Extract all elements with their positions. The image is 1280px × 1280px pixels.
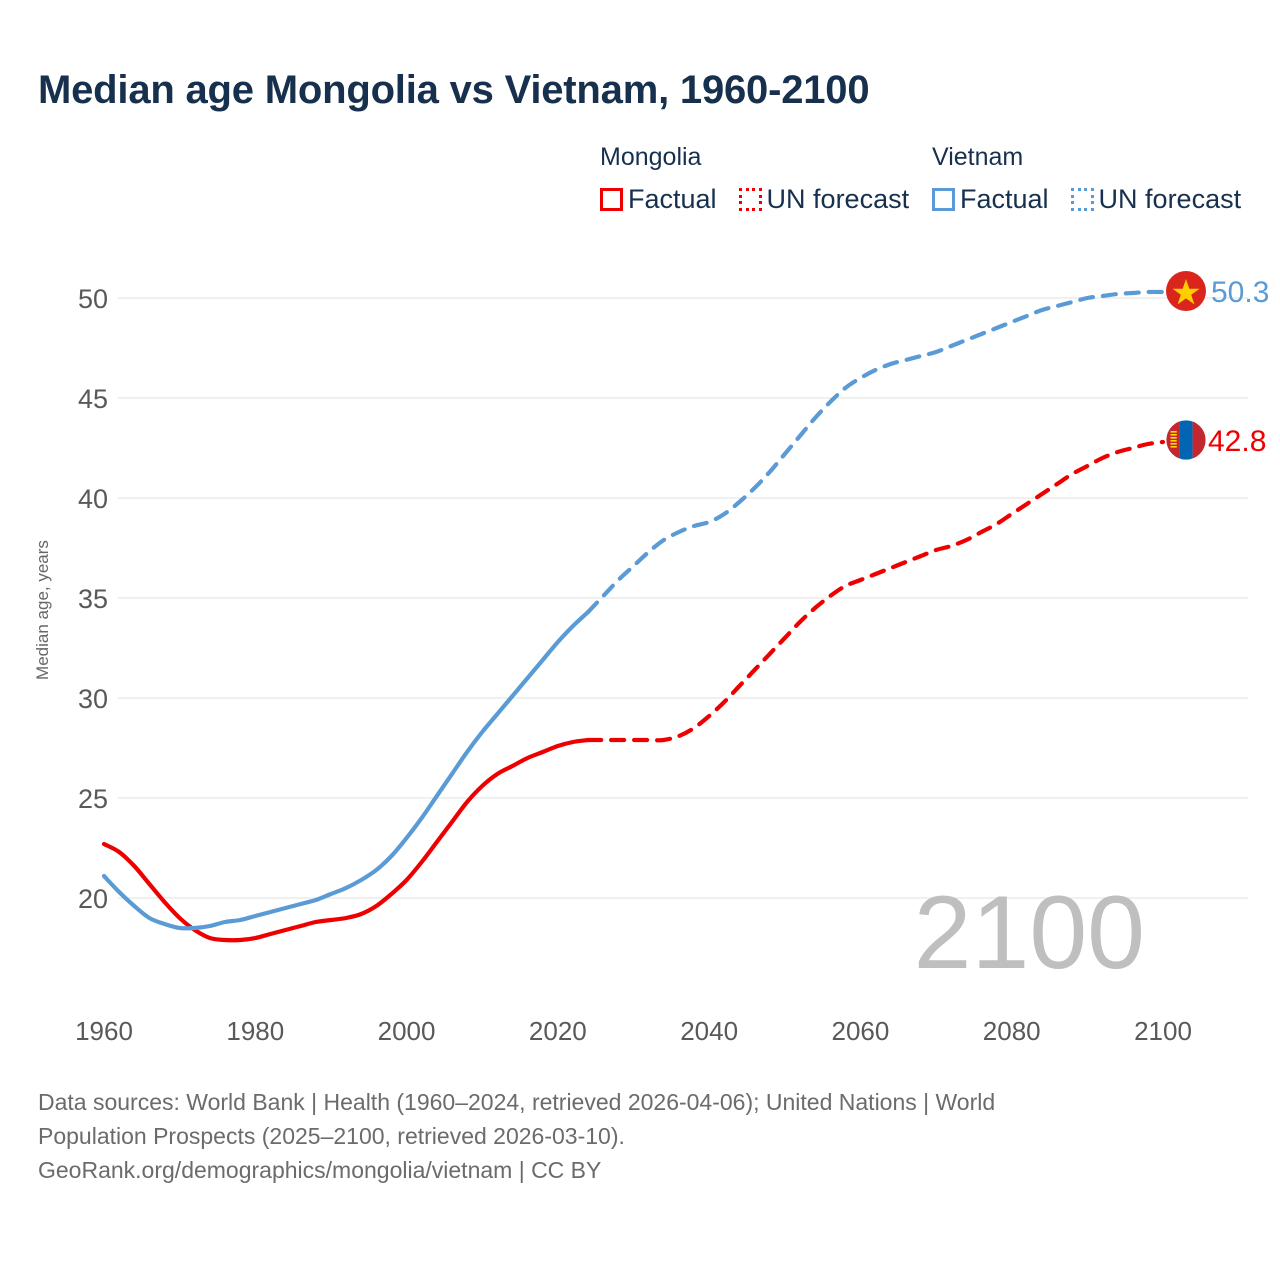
legend-country-mongolia: Mongolia	[600, 143, 702, 171]
y-axis-title: Median age, years	[33, 540, 52, 680]
year-watermark: 2100	[914, 875, 1145, 991]
y-tick-label: 40	[78, 484, 108, 514]
y-tick-label: 50	[78, 284, 108, 314]
legend-swatch-solid-icon	[600, 188, 623, 211]
footer-line-3: GeoRank.org/demographics/mongolia/vietna…	[38, 1157, 602, 1183]
x-tick-label: 2040	[680, 1016, 738, 1046]
x-tick-label: 2100	[1134, 1016, 1192, 1046]
legend-country-vietnam: Vietnam	[932, 143, 1024, 171]
x-tick-label: 2000	[378, 1016, 436, 1046]
y-tick-label: 35	[78, 584, 108, 614]
legend-item-mongolia-forecast[interactable]: UN forecast	[738, 184, 910, 215]
y-tick-label: 45	[78, 384, 108, 414]
legend-label-vietnam-forecast: UN forecast	[1098, 184, 1242, 214]
legend-group-vietnam: Vietnam Factual UN forecast	[932, 142, 1241, 215]
page-title: Median age Mongolia vs Vietnam, 1960-210…	[38, 68, 870, 112]
legend-group-mongolia: Mongolia Factual UN forecast	[600, 142, 909, 215]
series-lines	[101, 289, 1166, 943]
legend-item-vietnam-factual[interactable]: Factual	[932, 184, 1049, 215]
series-line-vietnam-factual	[101, 609, 591, 931]
gridlines	[118, 297, 1248, 899]
legend-swatch-dotted-icon	[1070, 188, 1094, 211]
chart-legend: Mongolia Factual UN forecast Vietnam Fac…	[600, 142, 1260, 222]
legend-label-mongolia-factual: Factual	[628, 184, 717, 214]
series-line-vietnam-forecast	[586, 289, 1166, 615]
legend-item-vietnam-forecast[interactable]: UN forecast	[1070, 184, 1242, 215]
footer-line-2: Population Prospects (2025–2100, retriev…	[38, 1123, 625, 1149]
legend-item-mongolia-factual[interactable]: Factual	[600, 184, 717, 215]
legend-label-vietnam-factual: Factual	[960, 184, 1049, 214]
series-line-mongolia-factual	[101, 737, 591, 943]
y-axis-tick-labels: 20 25 30 35 40 45 50	[78, 284, 108, 914]
footer-line-1: Data sources: World Bank | Health (1960–…	[38, 1089, 996, 1115]
x-tick-label: 1960	[75, 1016, 133, 1046]
y-tick-label: 25	[78, 784, 108, 814]
y-tick-label: 20	[78, 884, 108, 914]
series-line-mongolia-forecast	[586, 439, 1166, 743]
vietnam-end-value: 50.3	[1211, 276, 1269, 309]
chart-footer: Data sources: World Bank | Health (1960–…	[38, 1085, 1238, 1187]
x-tick-label: 2080	[983, 1016, 1041, 1046]
vietnam-flag-marker	[1166, 271, 1206, 311]
legend-swatch-dotted-icon	[738, 188, 762, 211]
legend-label-mongolia-forecast: UN forecast	[766, 184, 910, 214]
y-tick-label: 30	[78, 684, 108, 714]
mongolia-flag-marker	[1165, 419, 1207, 461]
legend-swatch-solid-icon	[932, 188, 955, 211]
x-axis-tick-labels: 1960 1980 2000 2020 2040 2060 2080 2100	[75, 1016, 1192, 1046]
mongolia-end-value: 42.8	[1208, 425, 1266, 458]
x-tick-label: 2060	[832, 1016, 890, 1046]
x-tick-label: 1980	[226, 1016, 284, 1046]
x-tick-label: 2020	[529, 1016, 587, 1046]
